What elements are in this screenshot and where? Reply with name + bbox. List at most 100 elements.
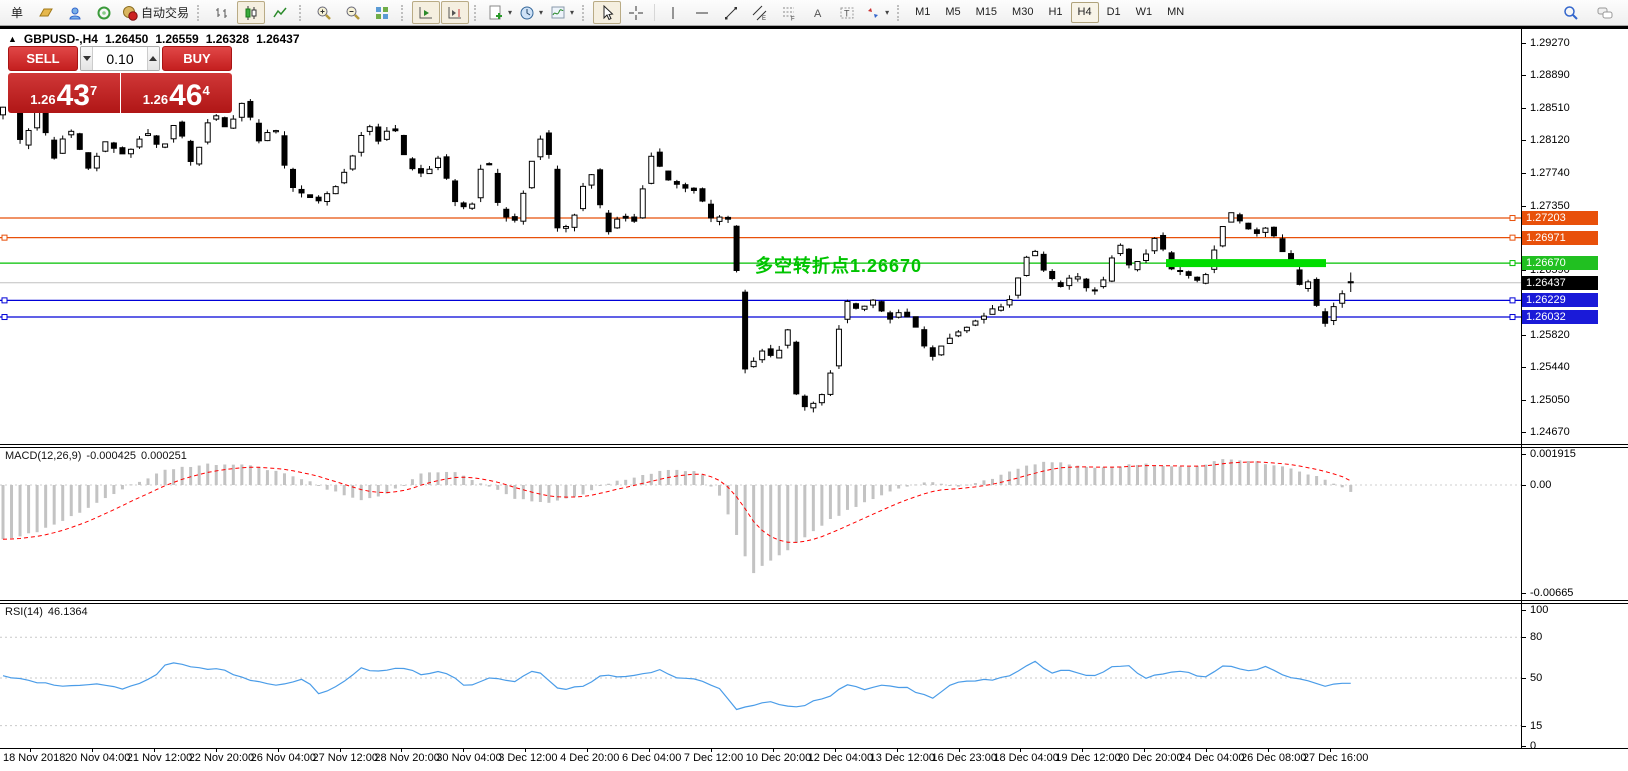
candlestick <box>682 184 689 189</box>
macd-histogram-bar <box>1221 459 1225 485</box>
text-label-button[interactable]: T <box>833 1 861 24</box>
equidistant-channel-button[interactable]: E <box>746 1 774 24</box>
candlestick <box>614 218 621 229</box>
zoom-in-button[interactable] <box>310 1 338 24</box>
signal-button[interactable] <box>90 1 118 24</box>
macd-histogram-bar <box>598 485 602 486</box>
open-value: 1.26450 <box>104 32 149 46</box>
line-handle[interactable] <box>1509 215 1516 222</box>
candlestick <box>486 163 493 166</box>
timeframe-m15-button[interactable]: M15 <box>975 6 998 18</box>
autotrading-button[interactable]: 自动交易 <box>119 1 192 24</box>
candlestick <box>963 326 970 332</box>
volume-increase-button[interactable] <box>146 47 159 70</box>
auto-scroll-button[interactable] <box>412 1 441 24</box>
bar-chart-button[interactable] <box>208 1 236 24</box>
tile-windows-button[interactable] <box>368 1 396 24</box>
macd-histogram-bar <box>18 485 22 537</box>
macd-histogram-bar <box>828 485 832 519</box>
macd-histogram-bar <box>1042 461 1046 485</box>
search-icon <box>1564 5 1578 20</box>
line-handle[interactable] <box>1509 297 1516 304</box>
line-handle[interactable] <box>1 314 8 321</box>
candlestick <box>213 115 220 120</box>
candlestick <box>1108 257 1115 282</box>
line-handle[interactable] <box>1 297 8 304</box>
trendline-icon <box>725 6 738 19</box>
volume-input[interactable] <box>93 47 147 70</box>
timeframe-w1-button[interactable]: W1 <box>1135 6 1153 18</box>
zoom-out-button[interactable] <box>339 1 367 24</box>
timeframe-m1-button[interactable]: M1 <box>915 6 931 18</box>
line-handle[interactable] <box>1509 234 1516 241</box>
collapse-panel-arrow[interactable]: ▲ <box>8 34 17 44</box>
timeframe-h1-button[interactable]: H1 <box>1048 6 1063 18</box>
macd-histogram-bar <box>137 481 141 485</box>
macd-histogram-bar <box>419 473 423 485</box>
timeframe-mn-button[interactable]: MN <box>1167 6 1185 18</box>
timeframe-m30-button[interactable]: M30 <box>1012 6 1034 18</box>
equidistant-channel-icon: E <box>752 5 767 21</box>
candlestick <box>435 157 442 169</box>
fibonacci-button[interactable]: F <box>775 1 803 24</box>
macd-histogram-bar <box>521 485 525 500</box>
timeframe-d1-button[interactable]: D1 <box>1106 6 1121 18</box>
accounts-button[interactable] <box>61 1 89 24</box>
candlestick <box>400 134 407 156</box>
text-button[interactable]: A <box>804 1 832 24</box>
orders-button[interactable]: 单 <box>10 6 23 20</box>
candlestick <box>375 126 382 142</box>
crosshair-button[interactable] <box>622 1 650 24</box>
buy-price-display[interactable]: 1.26 46 4 <box>120 73 232 113</box>
candlestick <box>1322 311 1329 324</box>
macd-histogram-bar <box>223 464 227 485</box>
candlestick <box>392 128 399 132</box>
search-button[interactable] <box>1557 1 1585 24</box>
candlestick <box>1339 293 1346 304</box>
candlestick <box>1245 222 1252 230</box>
period-clock-button[interactable]: ▾ <box>516 1 546 24</box>
candlestick <box>580 185 587 210</box>
macd-histogram-bar <box>146 478 150 485</box>
line-chart-button[interactable] <box>266 1 294 24</box>
macd-histogram-bar <box>368 485 372 499</box>
line-handle[interactable] <box>1509 314 1516 321</box>
cursor-button[interactable] <box>593 1 622 24</box>
candlestick-chart-button[interactable] <box>237 1 266 24</box>
svg-text:T: T <box>844 8 850 18</box>
trendline-button[interactable] <box>717 1 745 24</box>
macd-histogram-bar <box>1025 465 1029 485</box>
sell-button[interactable]: SELL <box>8 46 78 71</box>
timeframe-h4-button[interactable]: H4 <box>1070 2 1099 23</box>
candlestick <box>853 303 859 309</box>
macd-main-value: -0.000425 <box>86 450 136 462</box>
vertical-line-button[interactable] <box>659 1 687 24</box>
candlestick <box>332 186 339 195</box>
volume-decrease-button[interactable] <box>81 47 94 70</box>
new-order-button[interactable] <box>32 1 60 24</box>
timeframe-m5-button[interactable]: M5 <box>945 6 961 18</box>
candlestick <box>767 348 774 356</box>
horizontal-line-button[interactable] <box>688 1 716 24</box>
rsi-name: RSI(14) <box>5 606 43 618</box>
arrows-button[interactable]: ▾ <box>862 1 892 24</box>
macd-histogram-bar <box>1059 462 1063 485</box>
macd-histogram-bar <box>726 485 730 515</box>
macd-histogram-bar <box>982 480 986 485</box>
line-handle[interactable] <box>1509 260 1516 267</box>
resistance-zone-bar[interactable] <box>1166 259 1326 268</box>
macd-histogram-bar <box>564 485 568 499</box>
chat-button[interactable] <box>1591 1 1619 24</box>
macd-histogram-bar <box>922 482 926 485</box>
candlestick <box>562 226 569 229</box>
candlestick <box>324 193 331 203</box>
chart-shift-button[interactable] <box>441 1 470 24</box>
indicator-list-button[interactable]: ▾ <box>547 1 577 24</box>
candlestick <box>571 214 578 228</box>
new-chart-button[interactable]: ▾ <box>485 1 515 24</box>
macd-histogram-bar <box>1238 460 1242 485</box>
buy-button[interactable]: BUY <box>162 46 232 71</box>
sell-price-display[interactable]: 1.26 43 7 <box>8 73 120 113</box>
line-handle[interactable] <box>1 234 8 241</box>
